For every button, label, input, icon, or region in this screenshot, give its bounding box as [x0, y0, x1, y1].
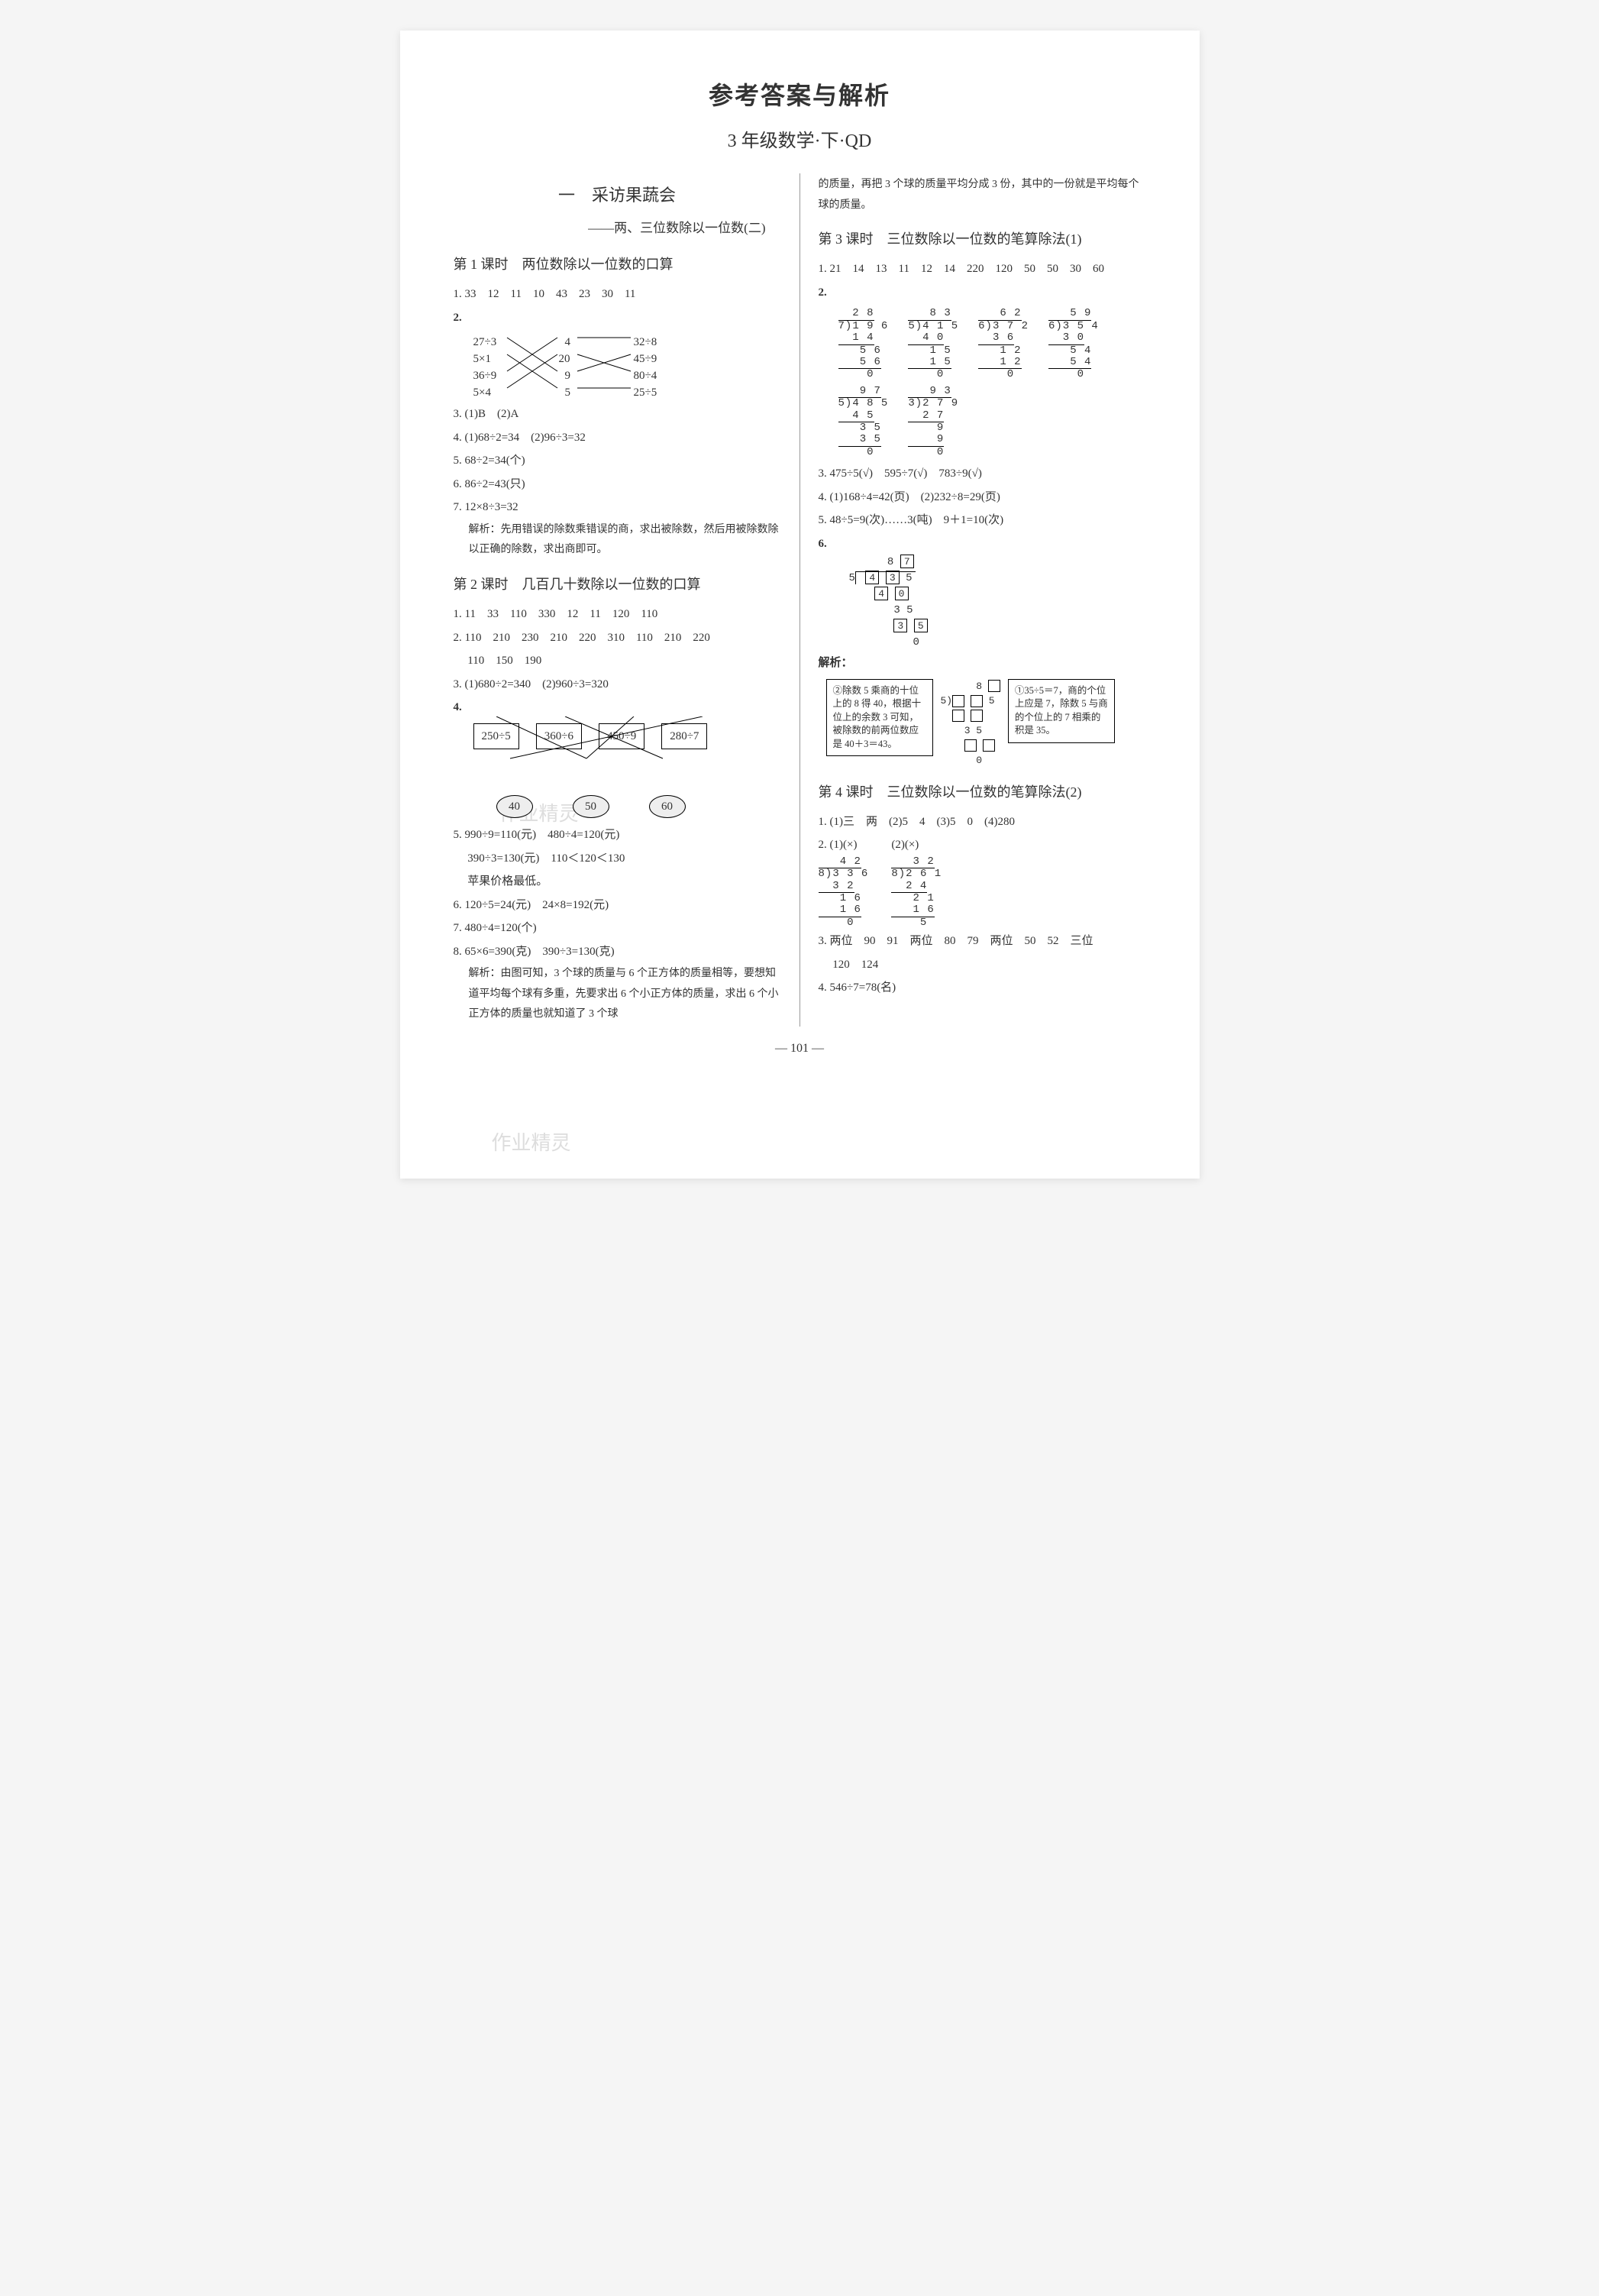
l2-q2b: 110 150 190: [454, 650, 781, 672]
chapter-subtitle: ——两、三位数除以一位数(二): [454, 216, 781, 241]
cross-diagram: 27÷3 5×1 36÷9 5×4 4 20 9 5 32÷8 45÷9 80÷…: [473, 331, 703, 400]
title-main: 参考答案与解析: [454, 76, 1146, 112]
l2-q5a: 5. 990÷9=110(元) 480÷4=120(元): [454, 824, 781, 846]
l1-q2: 2. 27÷3 5×1 36÷9 5×4 4 20 9 5 32÷8 45÷9 …: [454, 307, 781, 401]
long-division: 9 3 3)2 7 9 2 7 9 9 0: [908, 386, 958, 458]
l4-q1: 1. (1)三 两 (2)5 4 (3)5 0 (4)280: [819, 811, 1146, 833]
long-division: 4 2 8)3 3 6 3 2 1 6 1 6 0: [819, 856, 869, 929]
long-div-row-1: 2 8 7)1 9 6 1 4 5 6 5 6 0 8 3 5)4 1 5 4 …: [838, 308, 1146, 380]
long-division: 2 8 7)1 9 6 1 4 5 6 5 6 0: [838, 308, 889, 380]
q4-oval-2: 60: [649, 795, 686, 818]
l3-q6-label: 6.: [819, 538, 827, 550]
l3-q4: 4. (1)168÷4=42(页) (2)232÷8=29(页): [819, 487, 1146, 509]
ana-mid: 8 5) 5 3 5 0: [941, 679, 1000, 768]
q6-r2-0: 4: [874, 587, 888, 600]
q4-oval-0: 40: [496, 795, 533, 818]
page: 作业精灵 作业精灵 参考答案与解析 3 年级数学·下·QD 一 采访果蔬会 ——…: [400, 31, 1200, 1179]
l3-q2: 2. 2 8 7)1 9 6 1 4 5 6 5 6 0 8 3 5)4 1 5…: [819, 282, 1146, 458]
cross-lines: [473, 331, 703, 400]
q4-oval-1: 50: [573, 795, 609, 818]
q6-r1-1: 3: [886, 571, 900, 584]
q6-t0: 8: [887, 556, 893, 568]
q6-r1-2: 5: [906, 572, 912, 584]
analysis-diagram: ②除数 5 乘商的十位上的 8 得 40，根据十位上的余数 3 可知，被除数的前…: [826, 679, 1146, 768]
l3-q6: 6. 8 7 5 4 3 5 4 0 3 5 3 5 0: [819, 533, 1146, 652]
ld4-0: 4 2 8)3 3 6 3 2 1 6 1 6 0: [819, 856, 869, 929]
l2-q5b: 390÷3=130(元) 110＜120＜130: [454, 848, 781, 870]
l1-q3: 3. (1)B (2)A: [454, 403, 781, 425]
l1-q1: 1. 33 12 11 10 43 23 30 11: [454, 283, 781, 306]
l4-q3: 3. 两位 90 91 两位 80 79 两位 50 52 三位: [819, 930, 1146, 952]
l3-q1: 1. 21 14 13 11 12 14 220 120 50 50 30 60: [819, 258, 1146, 280]
cont-text: 的质量，再把 3 个球的质量平均分成 3 份，其中的一份就是平均每个球的质量。: [819, 175, 1146, 215]
l4-q3b: 120 124: [819, 954, 1146, 976]
q6-r4-0: 3: [893, 619, 907, 632]
col-right: 的质量，再把 3 个球的质量平均分成 3 份，其中的一份就是平均每个球的质量。 …: [819, 173, 1146, 1027]
l1-q4: 4. (1)68÷2=34 (2)96÷3=32: [454, 427, 781, 449]
ana-right-box: ①35÷5＝7，商的个位上应是 7，除数 5 与商的个位上的 7 相乘的积是 3…: [1008, 679, 1115, 743]
long-division: 9 7 5)4 8 5 4 5 3 5 3 5 0: [838, 386, 889, 458]
l4-q2: 2. (1)(×) 4 2 8)3 3 6 3 2 1 6 1 6 0 (2)(…: [819, 834, 1146, 929]
q6-r2-1: 0: [895, 587, 909, 600]
q6-divisor: 5: [849, 572, 855, 584]
l1-q7-ana: 解析：先用错误的除数乘错误的商，求出被除数，然后用被除数除以正确的除数，求出商即…: [454, 520, 781, 561]
long-div-row-2: 9 7 5)4 8 5 4 5 3 5 3 5 0 9 3 3)2 7 9 2 …: [838, 386, 1146, 458]
q6-r3: 3 5: [893, 604, 913, 616]
l1-q7: 7. 12×8÷3=32: [454, 496, 781, 519]
col-left: 一 采访果蔬会 ——两、三位数除以一位数(二) 第 1 课时 两位数除以一位数的…: [454, 173, 781, 1027]
l2-q4: 4. 250÷5 360÷6 450÷9 280÷7 40: [454, 697, 781, 818]
l1-q5: 5. 68÷2=34(个): [454, 450, 781, 472]
l2-q2a: 2. 110 210 230 210 220 310 110 210 220: [454, 627, 781, 649]
long-division: 3 2 8)2 6 1 2 4 2 1 1 6 5: [891, 856, 942, 929]
q6-longdiv: 8 7 5 4 3 5 4 0 3 5 3 5 0: [849, 555, 1146, 651]
l3-q5: 5. 48÷5=9(次)……3(吨) 9＋1=10(次): [819, 509, 1146, 532]
q6-r1-0: 4: [865, 571, 879, 584]
long-division: 8 3 5)4 1 5 4 0 1 5 1 5 0: [908, 308, 958, 380]
l4-q2-label: 2. (1)(×): [819, 839, 858, 851]
l3-q2-label: 2.: [819, 286, 827, 299]
l4-q4: 4. 546÷7=78(名): [819, 977, 1146, 999]
lesson4-title: 第 4 课时 三位数除以一位数的笔算除法(2): [819, 779, 1146, 805]
l2-q8: 8. 65×6=390(克) 390÷3=130(克): [454, 941, 781, 963]
lesson3-title: 第 3 课时 三位数除以一位数的笔算除法(1): [819, 226, 1146, 252]
l2-q7: 7. 480÷4=120(个): [454, 917, 781, 939]
columns: 一 采访果蔬会 ——两、三位数除以一位数(二) 第 1 课时 两位数除以一位数的…: [454, 173, 1146, 1027]
q4-lines: [473, 716, 764, 762]
page-number: — 101 —: [454, 1042, 1146, 1056]
ld4-1: 3 2 8)2 6 1 2 4 2 1 1 6 5: [891, 856, 942, 929]
l2-q8-ana: 解析：由图可知，3 个球的质量与 6 个正方体的质量相等，要想知道平均每个球有多…: [454, 964, 781, 1025]
ana-left-box: ②除数 5 乘商的十位上的 8 得 40，根据十位上的余数 3 可知，被除数的前…: [826, 679, 933, 757]
q6-r4-1: 5: [914, 619, 928, 632]
l2-q3: 3. (1)680÷2=340 (2)960÷3=320: [454, 674, 781, 696]
q6-t1: 7: [900, 555, 914, 568]
l2-q4-label: 4.: [454, 701, 462, 713]
q6-r5: 0: [913, 636, 919, 648]
l2-q6: 6. 120÷5=24(元) 24×8=192(元): [454, 894, 781, 917]
chapter-title: 一 采访果蔬会: [454, 179, 781, 212]
long-division: 6 2 6)3 7 2 3 6 1 2 1 2 0: [978, 308, 1029, 380]
q4-ovals: 40 50 60: [496, 795, 781, 818]
lesson1-title: 第 1 课时 两位数除以一位数的口算: [454, 251, 781, 277]
l4-q2-label2: (2)(×): [891, 839, 919, 851]
l2-q1: 1. 11 33 110 330 12 11 120 110: [454, 603, 781, 626]
l1-q2-label: 2.: [454, 312, 462, 324]
l2-q5c: 苹果价格最低。: [454, 871, 781, 893]
lesson2-title: 第 2 课时 几百几十数除以一位数的口算: [454, 571, 781, 597]
l3-q3: 3. 475÷5(√) 595÷7(√) 783÷9(√): [819, 463, 1146, 485]
long-division: 5 9 6)3 5 4 3 0 5 4 5 4 0: [1048, 308, 1099, 380]
watermark-2: 作业精灵: [492, 1127, 571, 1156]
l1-q6: 6. 86÷2=43(只): [454, 474, 781, 496]
l3-ana-label: 解析：: [819, 652, 1146, 674]
title-sub: 3 年级数学·下·QD: [454, 125, 1146, 152]
